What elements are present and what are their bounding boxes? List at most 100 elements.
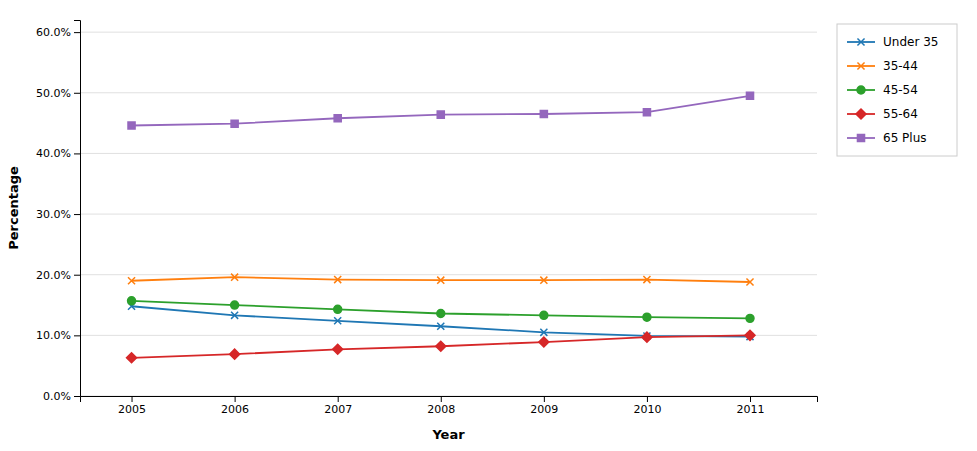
- y-tick-mark: [74, 153, 80, 154]
- x-tick-mark: [441, 396, 442, 402]
- x-tick-label: 2008: [427, 403, 455, 416]
- point: [127, 353, 137, 363]
- point: [642, 332, 652, 342]
- legend-marker: [857, 134, 864, 141]
- point: [334, 305, 342, 313]
- y-axis-line: [74, 21, 81, 397]
- y-tick-mark: [74, 214, 80, 215]
- y-tick-label: 50.0%: [36, 87, 71, 100]
- point: [540, 110, 547, 117]
- y-tick: 30.0%: [36, 208, 80, 221]
- chart-container: 2005 2006 2007 2008 2009 2010 2011 0.0% 10.0% 20.…: [0, 0, 977, 451]
- point: [128, 122, 135, 129]
- series: [128, 92, 754, 129]
- y-tick-label: 30.0%: [36, 208, 71, 221]
- grid-line: [80, 274, 817, 275]
- x-tick: 2006: [221, 396, 249, 416]
- point: [745, 330, 755, 340]
- x-tick-label: 2010: [633, 403, 661, 416]
- x-tick-mark: [132, 396, 133, 402]
- x-tick: 2010: [633, 396, 661, 416]
- y-tick: 40.0%: [36, 147, 80, 160]
- point: [334, 115, 341, 122]
- y-tick-label: 20.0%: [36, 269, 71, 282]
- series-line: [132, 335, 750, 357]
- point: [437, 111, 444, 118]
- plot-root: 2005 2006 2007 2008 2009 2010 2011 0.0% 10.0% 20.…: [36, 21, 817, 416]
- x-tick: 2007: [324, 396, 352, 416]
- point: [434, 319, 448, 333]
- y-axis-title: Percentage: [6, 166, 21, 250]
- series: [128, 297, 754, 323]
- point: [434, 273, 448, 287]
- grid-line: [80, 214, 817, 215]
- point: [743, 329, 757, 343]
- y-tick-mark: [74, 335, 80, 336]
- legend: Under 35 35-44 45-54 55-64 65 Plus: [837, 24, 957, 156]
- x-tick-mark: [544, 396, 545, 402]
- point: [436, 341, 446, 351]
- point: [333, 344, 343, 354]
- legend-item: 45-54: [847, 83, 918, 97]
- x-tick: 2011: [737, 396, 765, 416]
- marks: [124, 92, 757, 363]
- series-line: [132, 301, 750, 319]
- point: [643, 109, 650, 116]
- point: [537, 273, 551, 287]
- point: [230, 349, 240, 359]
- point: [228, 270, 242, 284]
- series-line: [132, 306, 750, 336]
- y-tick-label: 0.0%: [43, 390, 71, 403]
- y-tick-mark: [74, 93, 80, 94]
- x-tick-label: 2007: [324, 403, 352, 416]
- point: [331, 314, 345, 328]
- point: [640, 272, 654, 286]
- grid-line: [80, 92, 817, 93]
- point: [331, 272, 345, 286]
- x-tick: 2009: [530, 396, 558, 416]
- point: [231, 120, 238, 127]
- x-tick: 2005: [118, 396, 146, 416]
- series: [127, 330, 755, 362]
- x-axis: 2005 2006 2007 2008 2009 2010 2011: [81, 396, 818, 416]
- y-tick: 10.0%: [36, 329, 80, 342]
- point: [746, 92, 753, 99]
- y-tick: 20.0%: [36, 269, 80, 282]
- point: [128, 297, 136, 305]
- grid-line: [80, 153, 817, 154]
- y-tick-mark: [74, 32, 80, 33]
- point: [124, 274, 138, 288]
- legend-item: Under 35: [847, 35, 938, 49]
- legend-marker: [854, 35, 868, 49]
- legend-marker: [854, 59, 868, 73]
- x-tick: 2008: [427, 396, 455, 416]
- x-tick-mark: [235, 396, 236, 402]
- y-tick: 0.0%: [43, 390, 80, 403]
- x-axis-line: [81, 397, 818, 403]
- point: [231, 301, 239, 309]
- legend-label: Under 35: [883, 35, 938, 49]
- x-tick-label: 2011: [737, 403, 765, 416]
- chart-svg: 2005 2006 2007 2008 2009 2010 2011 0.0% 10.0% 20.…: [0, 0, 977, 451]
- legend-label: 65 Plus: [883, 131, 927, 145]
- point: [228, 308, 242, 322]
- y-tick: 50.0%: [36, 87, 80, 100]
- x-tick-label: 2006: [221, 403, 249, 416]
- y-tick-mark: [74, 275, 80, 276]
- point: [539, 337, 549, 347]
- series: [124, 270, 757, 289]
- legend-item: 55-64: [847, 107, 918, 121]
- legend-label: 55-64: [883, 107, 918, 121]
- y-tick-label: 60.0%: [36, 26, 71, 39]
- legend-item: 65 Plus: [847, 131, 927, 145]
- grid: [80, 32, 817, 396]
- x-tick-mark: [338, 396, 339, 402]
- grid-line: [80, 32, 817, 33]
- point: [643, 313, 651, 321]
- y-tick-label: 40.0%: [36, 147, 71, 160]
- x-tick-label: 2005: [118, 403, 146, 416]
- legend-label: 35-44: [883, 59, 918, 73]
- point: [746, 314, 754, 322]
- y-tick: 60.0%: [36, 26, 80, 39]
- x-tick-mark: [750, 396, 751, 402]
